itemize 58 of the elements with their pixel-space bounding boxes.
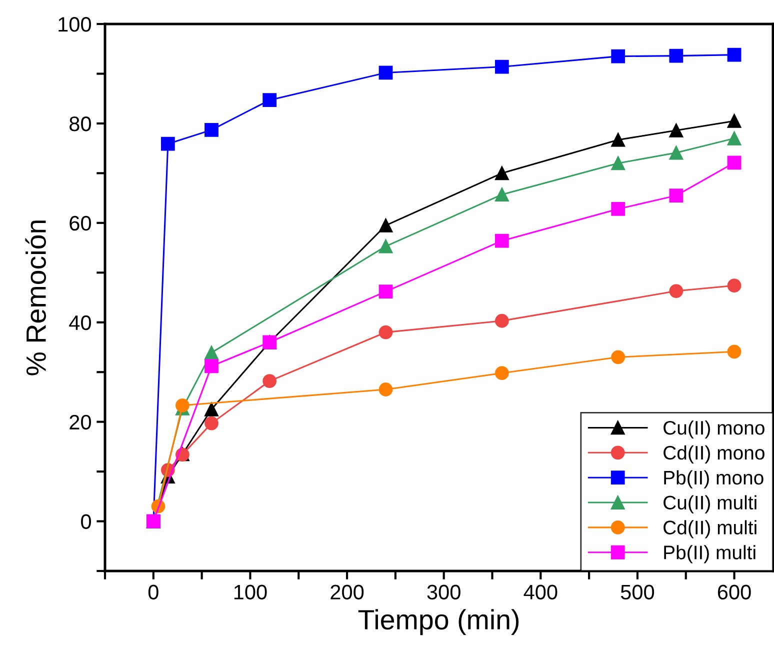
point [262, 93, 277, 108]
y-tick-label: 80 [70, 116, 91, 132]
point [378, 239, 393, 254]
point [611, 202, 626, 216]
y-tick-label: 20 [70, 414, 91, 430]
legend-label: Cu(II) mono [664, 420, 764, 439]
x-tick-label: 300 [427, 584, 460, 600]
point [611, 350, 626, 364]
point [727, 48, 742, 62]
point [378, 218, 393, 232]
point [727, 344, 742, 359]
legend-label: Pb(II) multi [664, 545, 756, 564]
y-tick-label: 0 [81, 514, 91, 530]
legend-label: Cd(II) mono [664, 445, 764, 464]
x-tick-label: 500 [620, 584, 654, 600]
point [727, 278, 742, 293]
point [204, 346, 218, 360]
point [494, 166, 509, 180]
point [378, 382, 393, 396]
y-tick-label: 100 [58, 17, 91, 32]
point [669, 284, 684, 298]
x-tick-label: 0 [148, 584, 158, 600]
point [204, 122, 218, 137]
point [727, 114, 742, 128]
point [727, 131, 742, 146]
point [494, 314, 509, 328]
x-axis-title: Tiempo (min) [358, 609, 519, 636]
point [204, 402, 218, 416]
point [669, 146, 684, 160]
x-tick-label: 400 [524, 584, 558, 600]
point [494, 60, 509, 74]
point [669, 48, 684, 63]
point [611, 156, 626, 170]
point [669, 123, 684, 138]
point [378, 325, 393, 340]
point [669, 188, 684, 203]
y-axis-title: % Remoción [25, 220, 46, 376]
point [727, 156, 742, 170]
point [494, 366, 509, 380]
x-tick-label: 200 [330, 584, 364, 600]
point [204, 416, 218, 430]
legend-label: Cd(II) multi [664, 520, 756, 538]
point [378, 66, 393, 80]
point [176, 398, 190, 412]
point [611, 132, 626, 147]
point [378, 284, 393, 298]
x-tick-label: 100 [234, 584, 267, 600]
legend-label: Cu(II) multi [664, 495, 756, 514]
x-tick-label: 600 [718, 584, 751, 600]
y-tick-label: 60 [70, 216, 91, 231]
point [204, 359, 218, 374]
point [160, 136, 175, 151]
point [611, 49, 626, 64]
point [262, 374, 277, 388]
y-tick-label: 40 [69, 315, 91, 330]
point [494, 234, 509, 248]
point [494, 188, 509, 202]
legend-label: Pb(II) mono [664, 470, 764, 488]
